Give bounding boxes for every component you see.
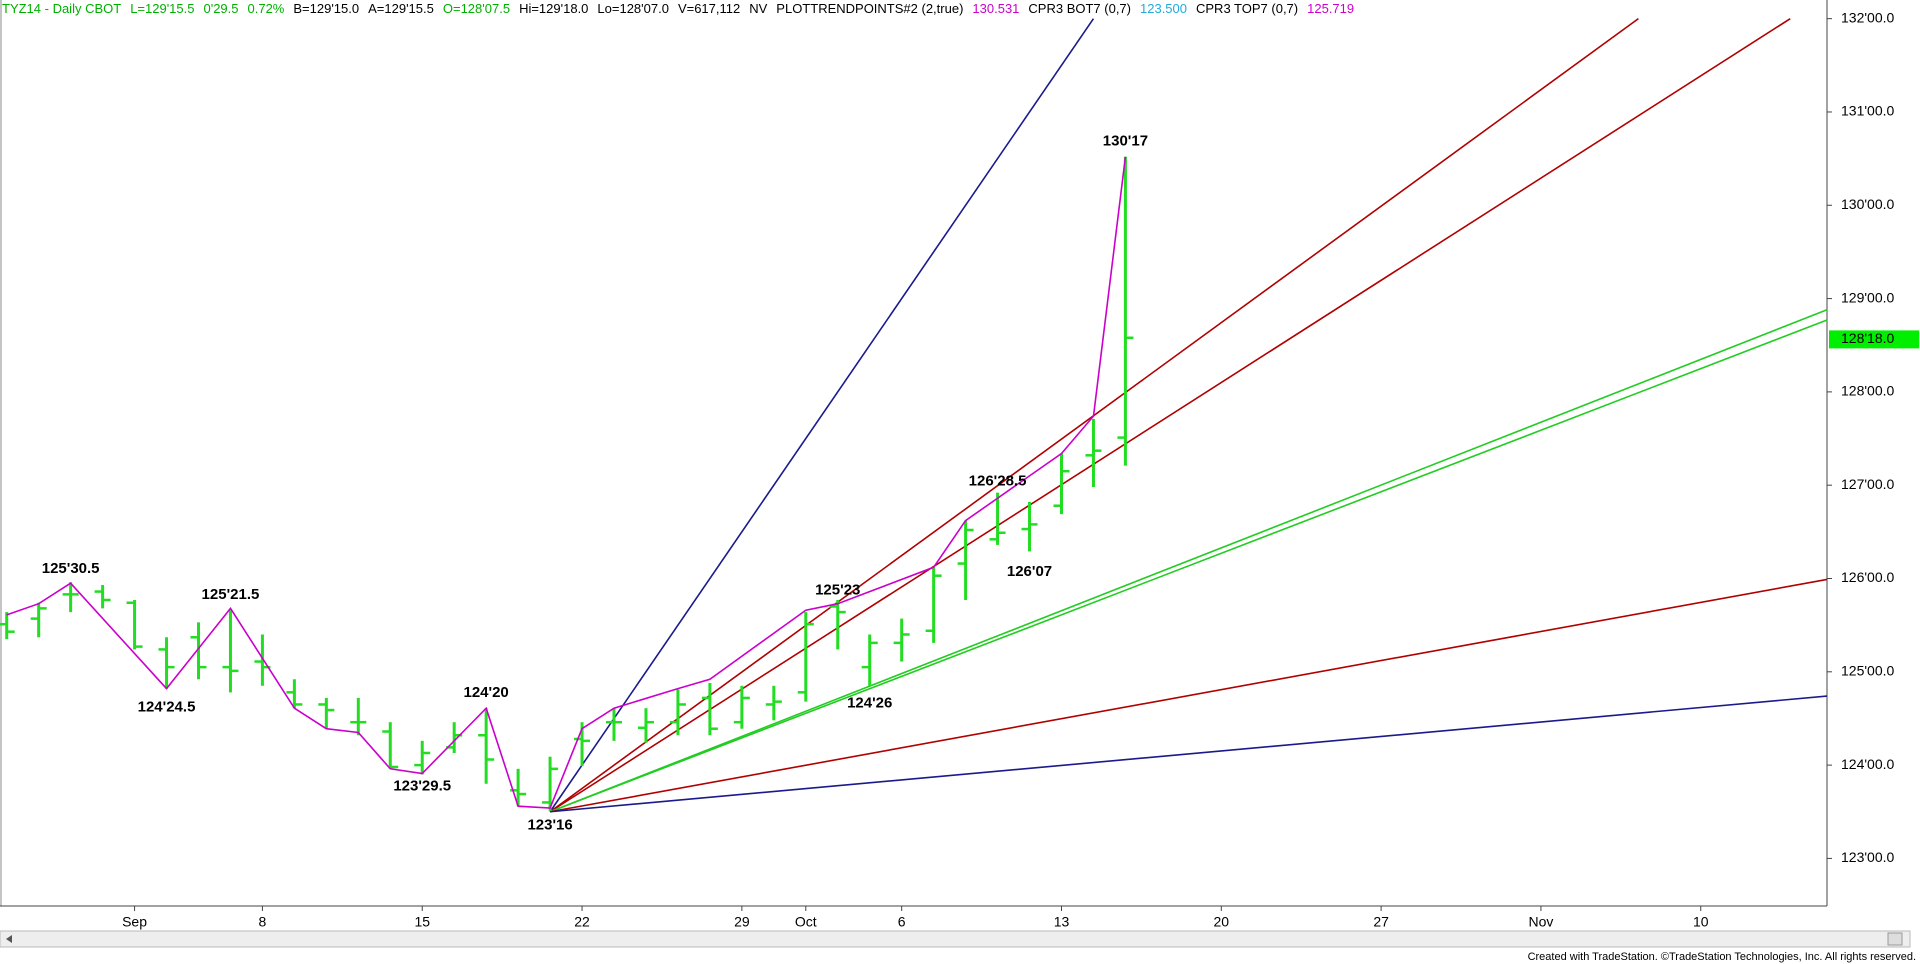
header-item: 125.719 <box>1307 1 1354 16</box>
trend-line <box>549 18 1095 813</box>
y-tick-label: 123'00.0 <box>1841 849 1894 865</box>
x-tick-label: 10 <box>1693 914 1709 930</box>
x-tick-label: Sep <box>122 914 147 930</box>
x-tick-label: 29 <box>734 914 750 930</box>
x-tick-label: 6 <box>898 914 906 930</box>
swing-label: 124'26 <box>847 694 892 711</box>
header-item: B=129'15.0 <box>293 1 359 16</box>
swing-label: 126'07 <box>1007 563 1052 580</box>
swing-label: 124'20 <box>464 684 509 701</box>
header-item: PLOTTRENDPOINTS#2 (2,true) <box>776 1 963 16</box>
header-item: L=129'15.5 <box>130 1 194 16</box>
swing-label: 123'16 <box>527 817 572 834</box>
header-item: 0.72% <box>248 1 285 16</box>
y-tick-label: 132'00.0 <box>1841 9 1894 25</box>
x-tick-label: 13 <box>1054 914 1070 930</box>
header-item: Hi=129'18.0 <box>519 1 588 16</box>
y-tick-label: 125'00.0 <box>1841 663 1894 679</box>
y-tick-label: 131'00.0 <box>1841 103 1894 119</box>
x-tick-label: Oct <box>795 914 817 930</box>
header-item: V=617,112 <box>678 1 740 16</box>
scrollbar-track[interactable] <box>0 930 1911 948</box>
header: TYZ14 - Daily CBOT L=129'15.5 0'29.5 0.72% B… <box>2 1 1354 16</box>
y-tick-label: 128'00.0 <box>1841 383 1894 399</box>
y-tick-label: 126'00.0 <box>1841 569 1894 585</box>
y-tick-label: 127'00.0 <box>1841 476 1894 492</box>
y-tick-label: 129'00.0 <box>1841 289 1894 305</box>
last-price-box <box>1829 330 1919 349</box>
header-item: A=129'15.5 <box>368 1 434 16</box>
trend-points-line <box>6 156 1127 809</box>
x-tick-label: Nov <box>1528 914 1553 930</box>
x-tick-label: 20 <box>1214 914 1230 930</box>
y-tick-label: 124'00.0 <box>1841 756 1894 772</box>
trend-line <box>549 578 1828 813</box>
header-item: Lo=128'07.0 <box>597 1 669 16</box>
x-tick-label: 15 <box>414 914 430 930</box>
x-tick-label: 27 <box>1373 914 1389 930</box>
trend-line <box>550 695 1828 813</box>
header-item: O=128'07.5 <box>443 1 510 16</box>
header-item: TYZ14 - Daily CBOT <box>2 1 121 16</box>
swing-label: 123'29.5 <box>393 777 451 794</box>
y-tick-label: 130'00.0 <box>1841 196 1894 212</box>
swing-label: 130'17 <box>1103 133 1148 150</box>
x-tick-label: 22 <box>574 914 590 930</box>
scroll-thumb[interactable] <box>1887 932 1903 946</box>
swing-label: 125'30.5 <box>42 560 100 577</box>
trend-line <box>549 319 1828 813</box>
header-item: NV <box>749 1 767 16</box>
trend-line <box>549 309 1828 813</box>
header-item: CPR3 BOT7 (0,7) <box>1028 1 1131 16</box>
swing-label: 125'23 <box>815 582 860 599</box>
footer: Created with TradeStation. ©TradeStation… <box>1528 951 1916 963</box>
swing-label: 125'21.5 <box>202 586 260 603</box>
last-price-label: 128'18.0 <box>1841 330 1894 346</box>
x-tick-label: 8 <box>259 914 267 930</box>
header-item: CPR3 TOP7 (0,7) <box>1196 1 1298 16</box>
header-item: 0'29.5 <box>203 1 238 16</box>
swing-label: 126'28.5 <box>969 472 1027 489</box>
trend-line <box>549 17 1791 813</box>
scrollbar[interactable] <box>0 930 1911 948</box>
swing-label: 124'24.5 <box>138 699 196 716</box>
header-item: 130.531 <box>972 1 1019 16</box>
scroll-left[interactable] <box>6 935 12 943</box>
header-item: 123.500 <box>1140 1 1187 16</box>
